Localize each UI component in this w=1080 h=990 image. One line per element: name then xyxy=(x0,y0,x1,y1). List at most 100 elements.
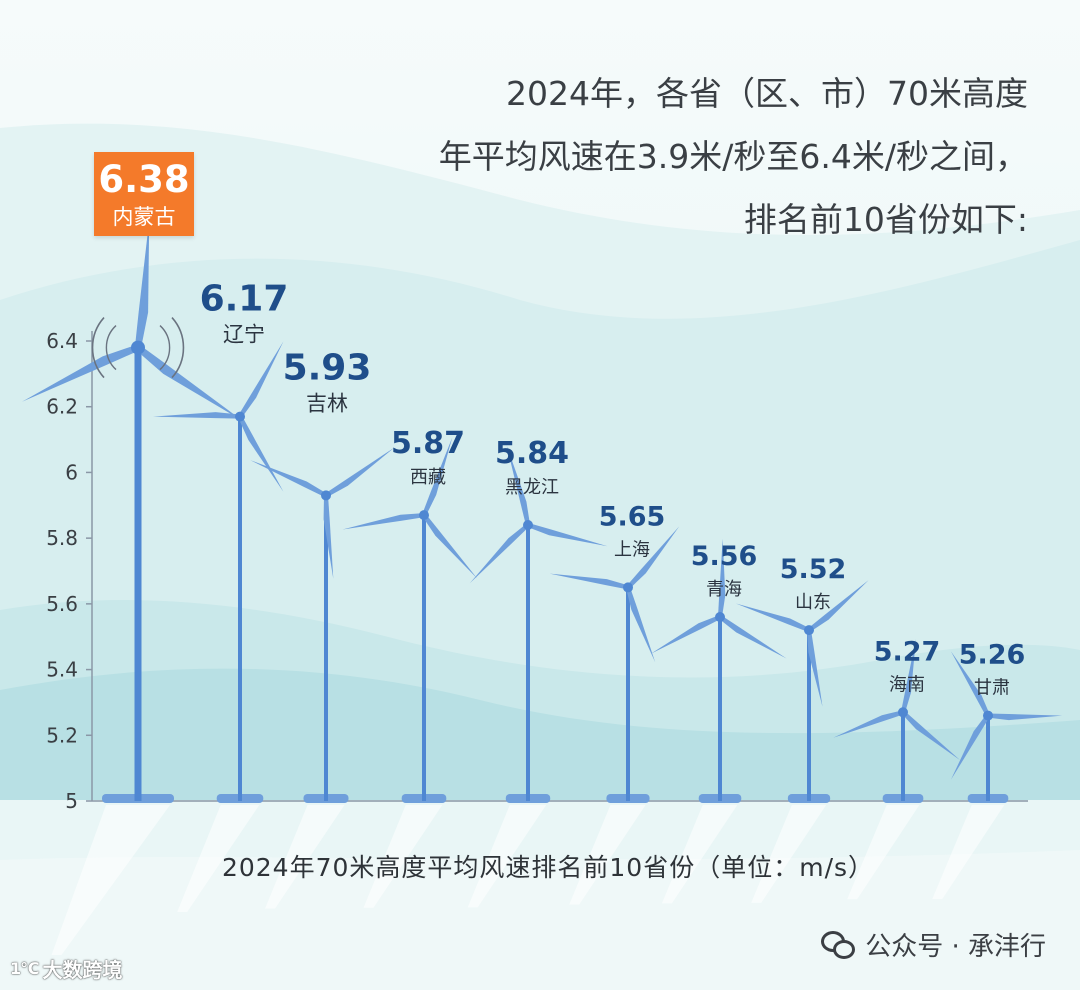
motion-arc xyxy=(105,325,117,371)
turbine-hub xyxy=(983,710,993,721)
turbine-tower xyxy=(324,495,328,801)
turbine-tower xyxy=(134,347,142,801)
turbine-blade xyxy=(735,603,810,632)
turbine-blade xyxy=(422,437,453,516)
turbine-3 xyxy=(250,447,395,803)
value-label: 5.56 xyxy=(691,541,758,572)
turbine-hub xyxy=(235,411,245,422)
watermark: 1℃ 大数跨境 xyxy=(10,954,123,983)
headline-line-2: 年平均风速在3.9米/秒至6.4米/秒之间， xyxy=(438,137,1028,176)
top-rank-label: 内蒙古 xyxy=(112,205,176,229)
turbine-5 xyxy=(469,445,608,803)
y-tick-label: 5.8 xyxy=(46,526,78,550)
headline-line-1: 2024年，各省（区、市）70米高度 xyxy=(506,74,1028,113)
turbine-tower xyxy=(238,416,242,801)
turbine-blade xyxy=(324,447,395,498)
turbine-hub xyxy=(804,625,814,636)
category-label: 西藏 xyxy=(410,467,446,488)
turbine-7 xyxy=(650,538,787,803)
turbine-tower xyxy=(422,515,426,801)
turbine-reflection xyxy=(363,805,443,908)
turbine-blade xyxy=(807,629,823,707)
turbine-reflection xyxy=(751,805,827,903)
turbine-hub xyxy=(321,490,331,501)
turbine-blade xyxy=(626,526,680,589)
y-axis: 5 5.2 5.4 5.6 5.8 6 6.2 6.4 xyxy=(46,329,1028,813)
category-label: 吉林 xyxy=(306,391,348,415)
turbine-blade xyxy=(950,651,990,717)
turbine-blade xyxy=(718,538,726,618)
turbine-reflection xyxy=(847,805,920,900)
category-label: 甘肃 xyxy=(974,678,1010,699)
category-label: 海南 xyxy=(889,674,925,695)
category-label: 辽宁 xyxy=(223,323,265,347)
category-label: 上海 xyxy=(614,539,650,560)
turbine-blade xyxy=(136,345,243,421)
turbine-blade xyxy=(901,639,916,713)
value-label: 5.84 xyxy=(495,436,569,471)
y-tick-label: 5.2 xyxy=(46,723,78,747)
turbine-tower xyxy=(901,712,905,801)
turbine-blade xyxy=(22,344,140,402)
value-labels: 6.17 辽宁 5.93 吉林 5.87 西藏 5.84 黑龙江 5.65 上海 5.56 青海 5.5… xyxy=(200,279,1026,699)
headline-line-3: 排名前10省份如下: xyxy=(743,200,1028,239)
turbine-tower xyxy=(626,587,630,801)
value-label: 5.87 xyxy=(391,426,465,461)
turbine-tower xyxy=(526,525,530,801)
y-tick-label: 6.2 xyxy=(46,395,78,419)
y-tick-label: 5.6 xyxy=(46,592,78,616)
y-tick-label: 5 xyxy=(65,789,78,813)
y-tick-label: 6.4 xyxy=(46,329,78,353)
turbine-reflection xyxy=(661,805,738,904)
footer-account: 公众号 · 承沣行 xyxy=(821,926,1046,963)
turbine-1 xyxy=(22,220,243,803)
turbine-hub xyxy=(131,340,145,355)
watermark-logo: 1℃ xyxy=(10,959,39,978)
turbine-blade xyxy=(153,412,240,419)
y-tick-label: 5.4 xyxy=(46,658,78,682)
turbine-hub xyxy=(715,612,725,622)
turbine-reflection xyxy=(569,805,646,905)
turbine-tower xyxy=(807,630,811,801)
turbine-tower xyxy=(986,715,990,801)
turbine-6 xyxy=(549,526,680,803)
turbine-reflection xyxy=(932,805,1005,900)
value-label: 5.27 xyxy=(874,636,941,667)
turbine-blade xyxy=(807,580,869,632)
turbine-reflection xyxy=(467,805,547,908)
turbine-hub xyxy=(419,510,429,521)
turbine-blade xyxy=(506,445,530,526)
headline: 2024年，各省（区、市）70米高度 年平均风速在3.9米/秒至6.4米/秒之间… xyxy=(268,62,1028,251)
turbine-reflection xyxy=(265,805,345,909)
category-label: 黑龙江 xyxy=(505,477,559,498)
turbine-blade xyxy=(469,523,530,584)
turbine-blade xyxy=(323,495,334,579)
turbine-blade xyxy=(718,615,787,659)
turbine-8 xyxy=(735,580,869,803)
turbine-blade xyxy=(950,714,990,780)
turbine-hub xyxy=(898,707,908,718)
motion-arc xyxy=(159,325,171,371)
turbine-blade xyxy=(342,513,425,530)
turbine-blade xyxy=(650,615,721,654)
turbine-blade xyxy=(626,586,656,663)
turbine-hub xyxy=(623,582,633,593)
wechat-icon xyxy=(821,930,856,959)
turbine-reflections xyxy=(51,805,1005,955)
turbine-hub xyxy=(523,520,533,530)
turbine-blade xyxy=(549,573,629,590)
top-rank-badge: 6.38 内蒙古 xyxy=(94,152,194,236)
turbine-reflection xyxy=(177,805,260,912)
turbine-2 xyxy=(153,341,284,803)
turbine-10 xyxy=(950,651,1063,803)
value-label: 6.17 xyxy=(200,279,289,320)
turbine-blade xyxy=(422,513,478,579)
turbine-blade xyxy=(250,460,327,498)
motion-arc xyxy=(171,317,185,379)
value-label: 5.93 xyxy=(283,347,372,388)
turbine-9 xyxy=(833,639,960,803)
turbine-blade xyxy=(901,710,960,760)
value-label: 5.26 xyxy=(959,640,1026,671)
y-tick-label: 6 xyxy=(65,460,78,484)
